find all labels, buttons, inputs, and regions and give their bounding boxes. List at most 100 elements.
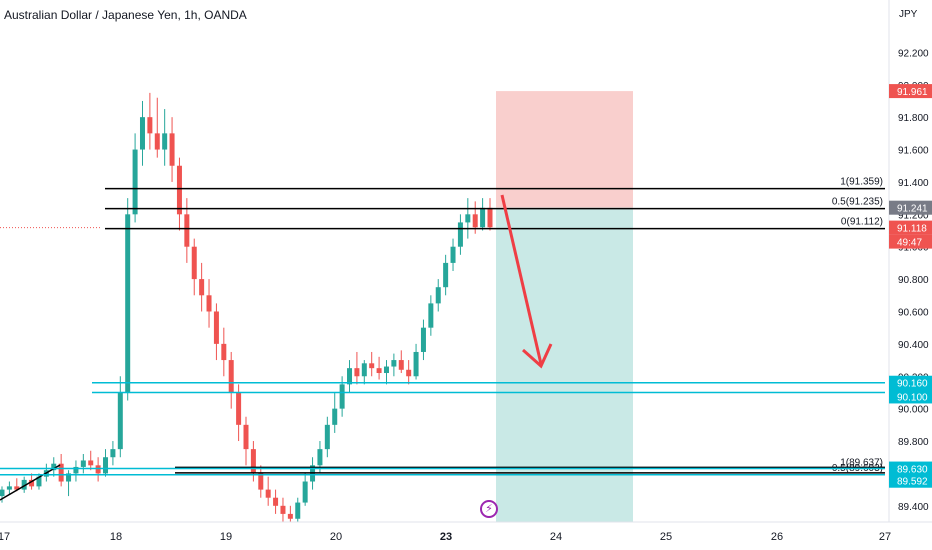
price-label-bg (889, 461, 932, 476)
candle-body (295, 502, 301, 519)
candle-body (265, 489, 271, 498)
price-tick: 92.200 (898, 48, 929, 59)
price-tick: 90.800 (898, 275, 929, 286)
candle-body (125, 214, 131, 393)
candle-body (487, 207, 493, 228)
candle-body (236, 392, 242, 425)
price-tick: 90.400 (898, 340, 929, 351)
currency-label: JPY (899, 9, 918, 20)
date-tick: 27 (879, 531, 891, 543)
date-tick: 18 (110, 531, 122, 543)
candle-body (36, 476, 42, 487)
price-label: 49:47 (897, 238, 922, 249)
trade-arrow (500, 194, 543, 365)
price-label: 89.630 (897, 465, 928, 476)
candle-body (58, 463, 64, 482)
plot-area (0, 91, 633, 522)
candle-body (162, 133, 168, 150)
level-lines: 1(91.359)0.5(91.235)0(91.112)1(89.637)0.… (0, 177, 885, 476)
date-tick: 19 (220, 531, 232, 543)
candle-body (361, 363, 367, 377)
take-profit-zone (496, 207, 633, 522)
candle-body (428, 303, 434, 328)
price-tick: 91.400 (898, 178, 929, 189)
candle-body (169, 133, 175, 166)
candle-body (383, 366, 389, 374)
stop-loss-zone (496, 91, 633, 208)
candle-body (191, 246, 197, 280)
price-label-bg (889, 220, 932, 235)
candle-body (184, 214, 190, 247)
candle-body (391, 360, 397, 367)
date-axis: 17 18 19 20 23 24 25 26 27 (0, 531, 891, 543)
candle-body (280, 505, 286, 514)
date-tick: 23 (440, 531, 452, 543)
candle-body (29, 479, 35, 487)
candle-body (95, 465, 101, 474)
fib-label: 0(91.112) (841, 217, 883, 228)
candle-body (0, 489, 5, 497)
price-tick: 90.000 (898, 405, 929, 416)
candle-body (406, 369, 412, 377)
candle-body (88, 460, 94, 466)
candle-body (258, 473, 264, 490)
price-label-bg (889, 375, 932, 390)
candle-body (354, 368, 360, 377)
price-label-bg (889, 84, 932, 99)
lightning-icon[interactable]: ⚡ (480, 500, 498, 518)
candle-body (132, 149, 138, 215)
date-tick: 20 (330, 531, 342, 543)
candle-body (117, 392, 123, 450)
price-label-bg (889, 473, 932, 488)
price-tick: 90.600 (898, 307, 929, 318)
price-label: 90.160 (897, 379, 928, 390)
price-label: 89.592 (897, 477, 928, 488)
candle-body (243, 424, 249, 450)
candle-body (221, 343, 227, 361)
candle-body (332, 408, 338, 425)
candle-body (199, 279, 205, 296)
candle-body (347, 368, 353, 385)
candle-body (73, 466, 79, 474)
candle-body (21, 479, 27, 490)
date-tick: 24 (550, 531, 562, 543)
candle-body (110, 449, 116, 458)
candle-body (176, 165, 182, 215)
price-tick: 91.800 (898, 113, 929, 124)
candle-body (369, 363, 375, 369)
fib-label: 1(91.359) (840, 177, 883, 188)
price-label: 90.100 (897, 392, 928, 403)
candle-body (472, 214, 478, 228)
price-label: 91.961 (897, 87, 928, 98)
fib-label: 1(89.637) (840, 457, 883, 468)
candle-body (206, 295, 212, 312)
price-tick: 91.600 (898, 146, 929, 157)
candle-body (139, 117, 145, 150)
candle-body (80, 460, 86, 467)
candle-body (443, 262, 449, 288)
candle-body (273, 497, 279, 506)
candle-body (66, 473, 72, 482)
price-label: 91.241 (897, 204, 928, 215)
candle-body (213, 311, 219, 344)
candle-body (398, 360, 404, 370)
price-tick: 89.800 (898, 437, 929, 448)
price-label-bg (889, 389, 932, 404)
candle-body (14, 486, 20, 490)
price-label: 91.118 (897, 224, 927, 235)
candle-body (465, 214, 471, 223)
candle-body (480, 207, 486, 228)
price-label-bg (889, 234, 932, 249)
candle-body (339, 384, 345, 409)
candle-body (302, 481, 308, 503)
candle-body (287, 513, 293, 519)
candle-body (103, 457, 109, 474)
chart-title: Australian Dollar / Japanese Yen, 1h, OA… (4, 8, 247, 22)
trend-line (0, 464, 61, 501)
candle-body (317, 449, 323, 466)
date-tick: 26 (771, 531, 783, 543)
fib-label: 0.5(91.235) (832, 197, 883, 208)
candle-body (376, 368, 382, 374)
